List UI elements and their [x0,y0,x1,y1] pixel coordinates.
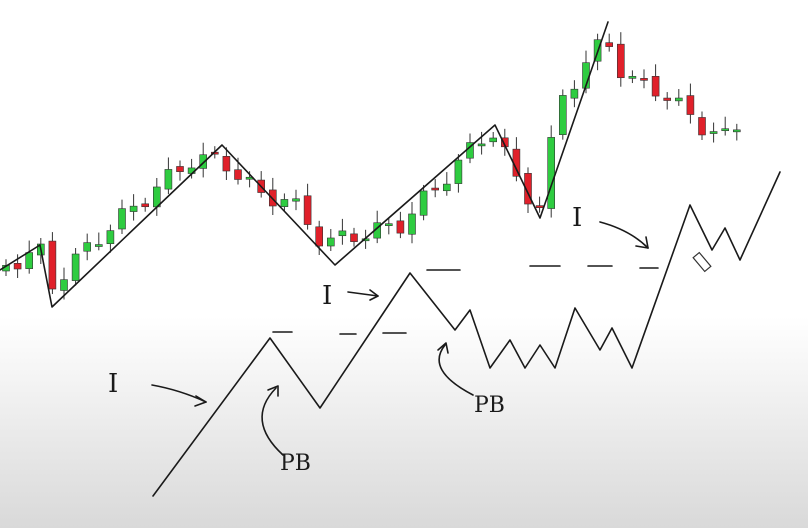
candle-body [164,169,173,190]
candle-body [315,226,324,247]
candle-body [524,173,532,205]
candle-body [95,244,103,247]
candle-body [628,76,637,79]
label-pullback: PB [474,393,505,418]
candle-body [477,143,486,147]
candle-body [489,137,498,143]
structure-sketch [152,171,781,497]
candle-body [732,129,741,133]
candle-body [338,230,347,237]
label-impulse: I [108,369,118,399]
candle-body [25,252,34,269]
label-impulse: I [572,203,582,233]
candle-body [535,205,544,208]
candle-body [303,195,312,225]
arrows [151,221,649,456]
candle-body [118,208,126,230]
candle-body [640,78,648,81]
candle-body [558,95,567,135]
candle-body [547,137,556,209]
candlesticks [2,32,741,300]
candle-body [686,95,695,115]
candle-body [350,233,358,242]
candle-body [83,242,91,252]
candle-body [106,230,115,245]
candle-body [651,76,660,97]
candle-body [141,203,149,208]
level-dashes [272,265,659,335]
candle-body [176,166,184,172]
price-zigzag [0,21,609,308]
candle-body [396,220,405,234]
candle-body [674,97,683,102]
candle-body [129,205,138,212]
candle-body [13,263,22,270]
candle-body [698,117,706,136]
candle-body [616,43,625,79]
candle-body [384,223,393,226]
candle-body [454,159,463,184]
candle-body [48,240,57,290]
label-impulse: I [322,281,332,311]
candle-body [709,131,718,134]
candle-body [431,187,440,191]
candle-body [71,253,80,281]
candle-body [570,88,579,99]
candle-body [292,198,300,202]
candle-body [280,199,289,207]
pencil-cursor [692,251,712,273]
candle-body [419,190,428,216]
candle-body [605,42,614,47]
candle-body [222,156,231,172]
candle-body [442,183,451,192]
candle-body [326,237,335,247]
candle-body [199,154,207,169]
candle-body [408,213,416,235]
candle-body [721,128,730,132]
label-pullback: PB [280,451,311,476]
candle-body [234,169,242,180]
candle-body [663,97,672,101]
candle-body [60,279,68,291]
